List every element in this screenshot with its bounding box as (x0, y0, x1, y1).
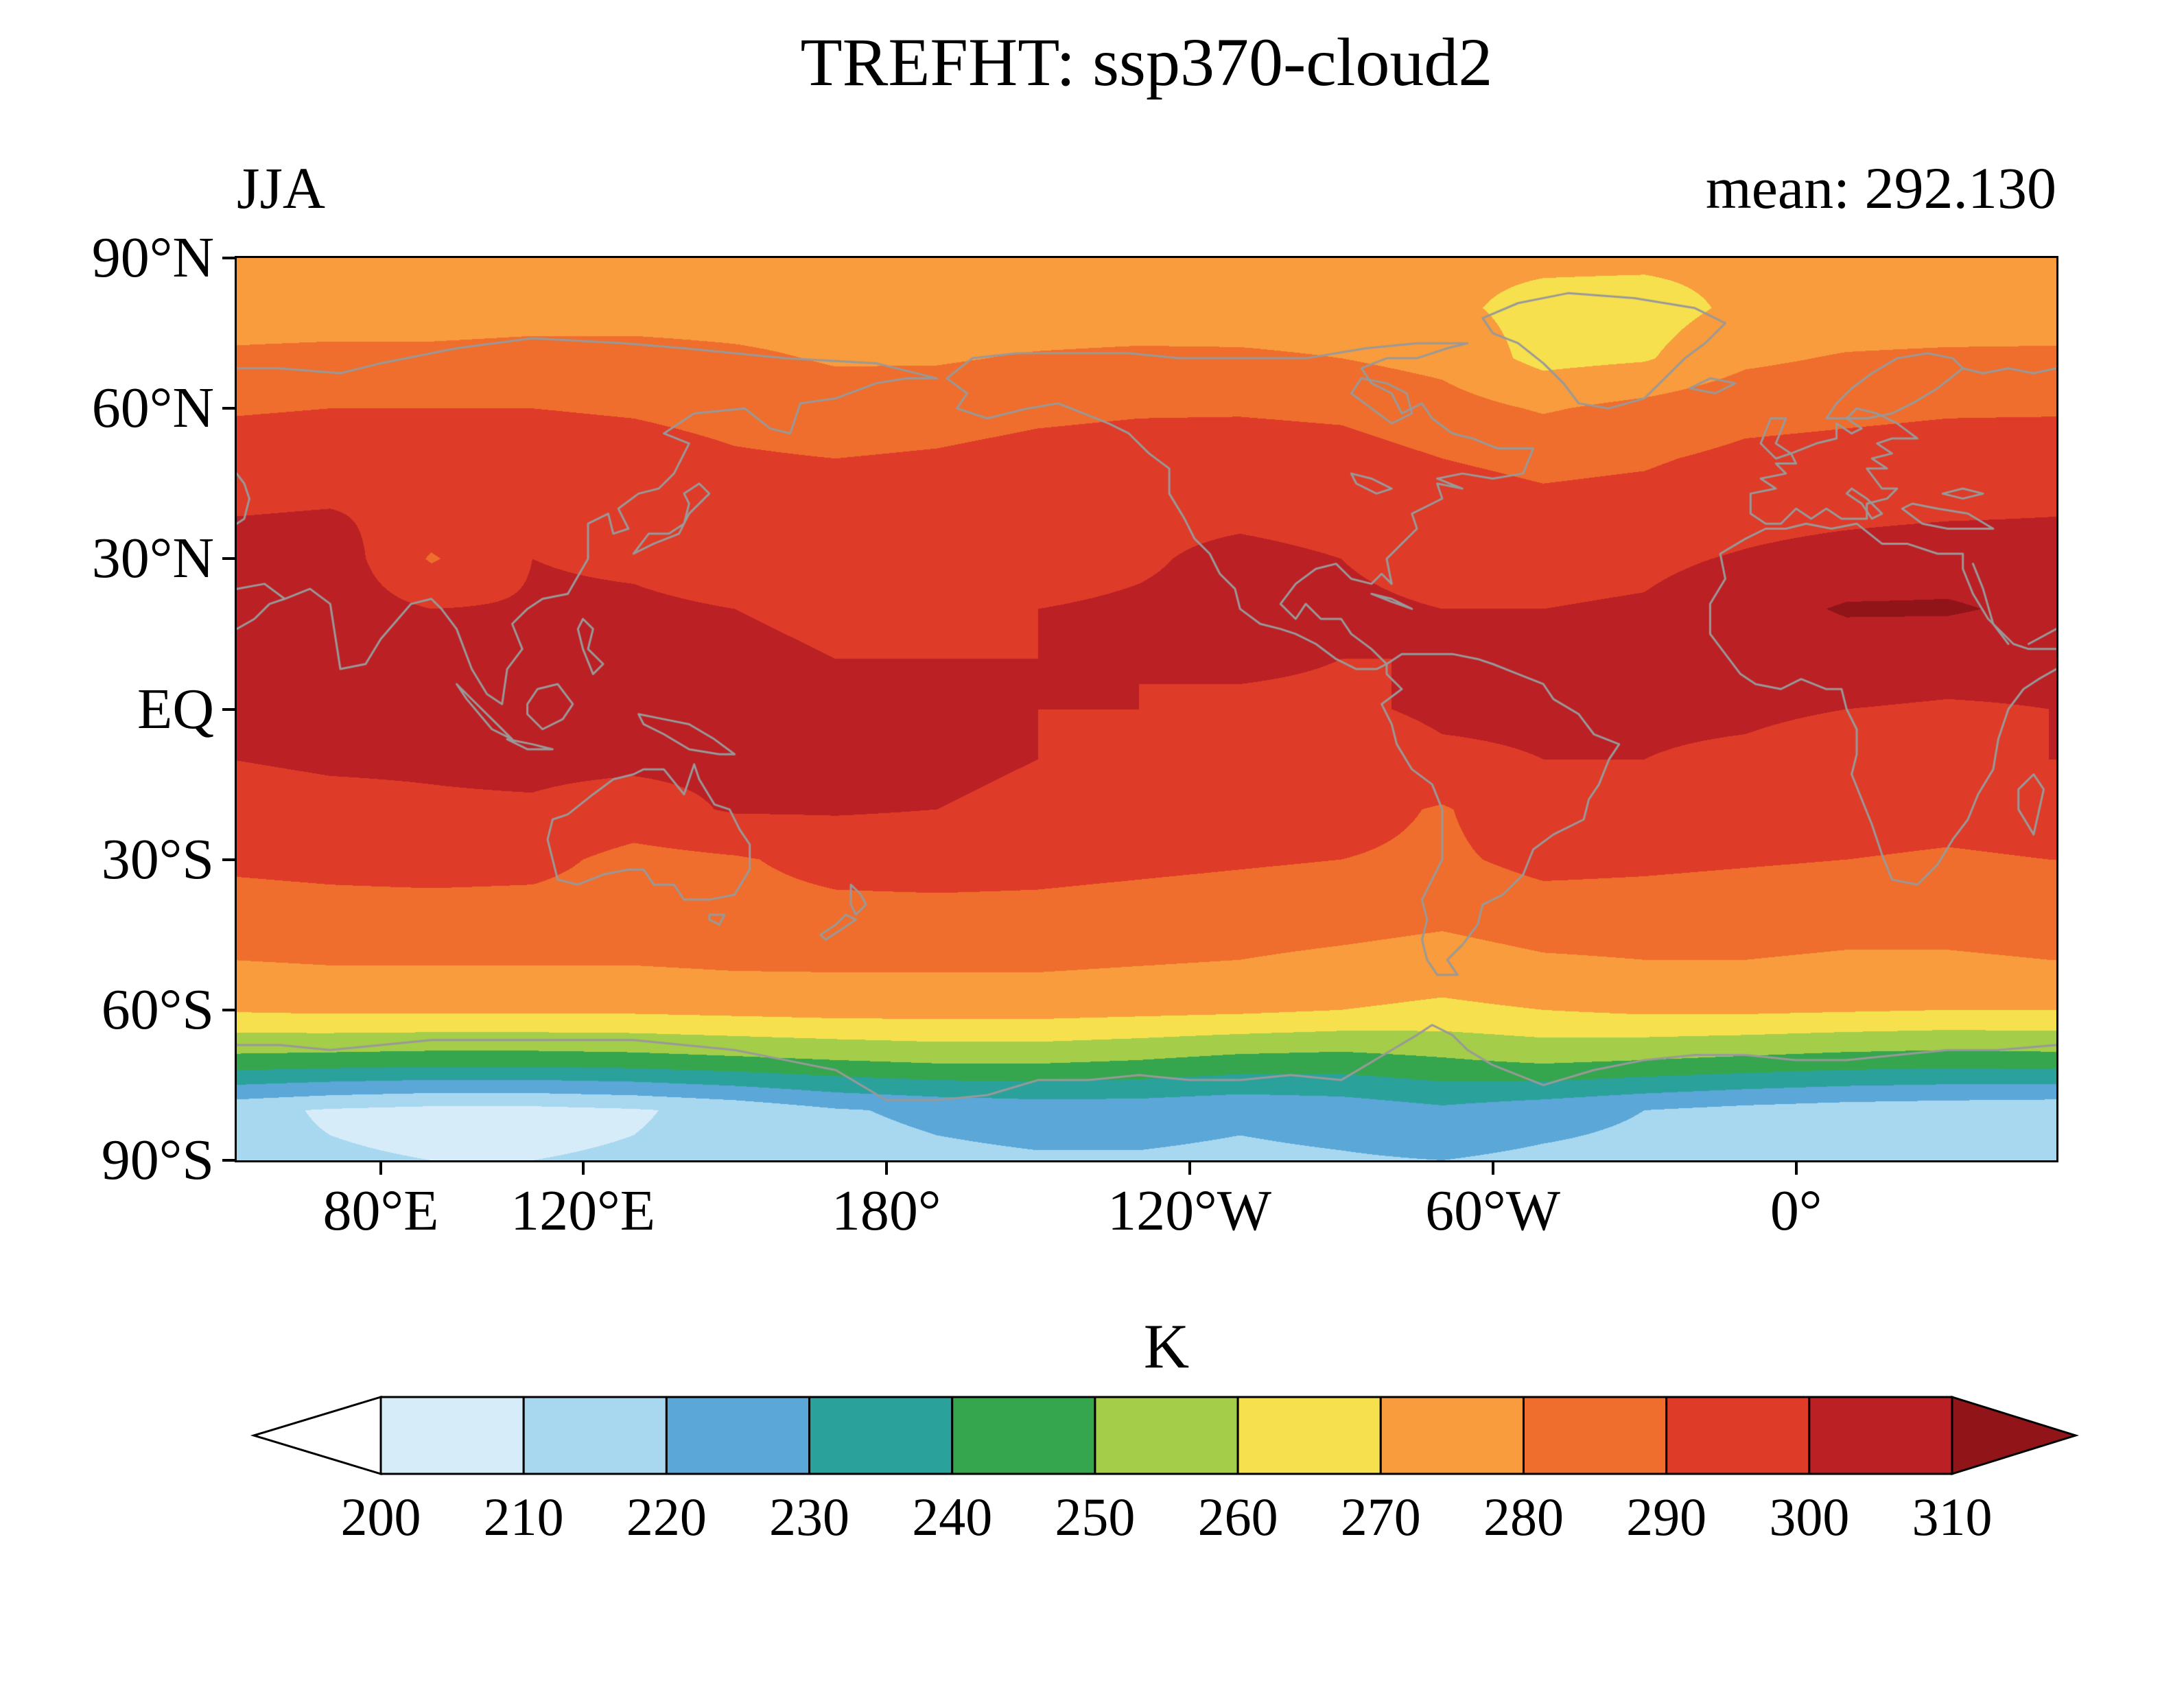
x-axis-tick-label: 180° (831, 1179, 941, 1243)
colorbar-tick-label: 250 (1055, 1487, 1136, 1547)
colorbar-units-label: K (1143, 1311, 1190, 1381)
y-axis-tick-label: 60°S (101, 977, 214, 1042)
plot-title: TREFHT: ssp370-cloud2 (800, 24, 1493, 100)
season-label: JJA (237, 155, 326, 221)
colorbar-band (379, 1396, 525, 1475)
colorbar-tick-label: 270 (1340, 1487, 1421, 1547)
colorbar-tick-label: 290 (1626, 1487, 1707, 1547)
y-tick-mark (222, 257, 235, 259)
x-tick-mark (1188, 1162, 1191, 1175)
y-axis-tick-label: 30°N (91, 526, 214, 591)
colorbar-band (808, 1396, 954, 1475)
x-tick-mark (379, 1162, 382, 1175)
y-axis-tick-label: 30°S (101, 827, 214, 891)
colorbar-band (1379, 1396, 1525, 1475)
map-frame (235, 256, 2058, 1162)
colorbar (250, 1395, 2080, 1476)
x-tick-mark (1794, 1162, 1798, 1175)
colorbar-tick-label: 300 (1769, 1487, 1850, 1547)
y-axis-tick-label: 90°N (91, 226, 214, 290)
colorbar-band (522, 1396, 668, 1475)
x-axis-tick-label: 120°W (1107, 1179, 1272, 1243)
colorbar-band (1236, 1396, 1382, 1475)
y-tick-mark (222, 1008, 235, 1011)
colorbar-tick-label: 280 (1483, 1487, 1564, 1547)
colorbar-band (665, 1396, 811, 1475)
y-tick-mark (222, 407, 235, 410)
y-axis-tick-label: EQ (137, 677, 214, 741)
colorbar-tick-label: 240 (912, 1487, 993, 1547)
colorbar-tick-label: 230 (769, 1487, 850, 1547)
mean-annotation: mean: 292.130 (1705, 155, 2056, 221)
colorbar-tick-label: 200 (340, 1487, 421, 1547)
colorbar-band (1808, 1396, 1953, 1475)
colorbar-band (1094, 1396, 1239, 1475)
colorbar-band (1522, 1396, 1668, 1475)
colorbar-tick-label: 260 (1197, 1487, 1278, 1547)
y-tick-mark (222, 1159, 235, 1162)
y-tick-mark (222, 557, 235, 561)
colorbar-under-arrow (250, 1395, 382, 1476)
colorbar-over-arrow (1951, 1395, 2080, 1476)
x-axis-tick-label: 0° (1770, 1179, 1822, 1243)
colorbar-band (951, 1396, 1096, 1475)
x-tick-mark (1491, 1162, 1494, 1175)
colorbar-tick-label: 210 (483, 1487, 564, 1547)
x-axis-tick-label: 80°E (322, 1179, 439, 1243)
y-tick-mark (222, 707, 235, 711)
colorbar-tick-label: 310 (1912, 1487, 1993, 1547)
x-tick-mark (581, 1162, 585, 1175)
y-axis-tick-label: 90°S (101, 1128, 214, 1192)
x-axis-tick-label: 120°E (510, 1179, 656, 1243)
y-tick-mark (222, 858, 235, 861)
colorbar-band (1665, 1396, 1811, 1475)
colorbar-tick-label: 220 (626, 1487, 707, 1547)
y-axis-tick-label: 60°N (91, 376, 214, 441)
temperature-map-canvas (237, 258, 2056, 1160)
x-tick-mark (884, 1162, 888, 1175)
x-axis-tick-label: 60°W (1425, 1179, 1561, 1243)
